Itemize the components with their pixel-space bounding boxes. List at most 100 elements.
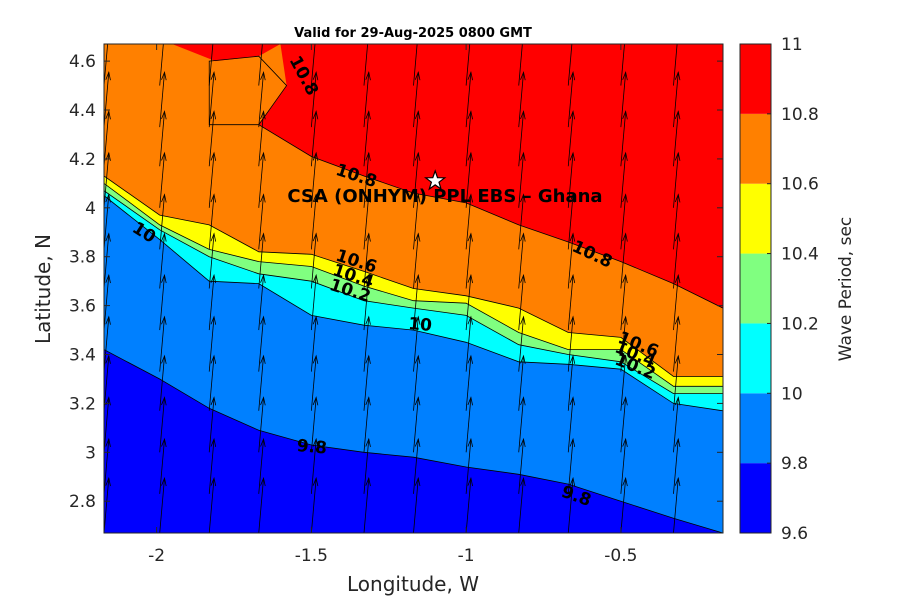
contour-line-10.8-island — [208, 55, 288, 126]
y-tick-label: 3.4 — [69, 346, 96, 366]
wave-arrow — [620, 44, 625, 86]
wave-arrow — [673, 476, 681, 533]
wave-arrow — [413, 437, 421, 494]
wave-arrow — [258, 354, 266, 411]
wave-arrow — [363, 232, 371, 289]
wave-arrow — [363, 193, 371, 250]
wave-arrow — [723, 0, 729, 44]
wave-arrow — [208, 476, 217, 533]
wave-arrow — [363, 70, 371, 128]
colorbar-tick-label: 9.6 — [781, 524, 808, 544]
wave-arrow — [567, 315, 576, 372]
wave-arrow — [363, 476, 371, 533]
wave-arrow — [518, 110, 526, 167]
chart-title: Valid for 29-Aug-2025 0800 GMT — [294, 26, 532, 41]
wave-arrow — [722, 203, 723, 208]
wave-arrow — [258, 44, 263, 86]
wave-arrow — [159, 44, 164, 86]
wave-arrow — [567, 151, 576, 208]
band-10.8-11 — [258, 44, 723, 309]
wave-arrow — [104, 273, 111, 331]
wave-arrow — [673, 396, 681, 453]
colorbar-swatch — [740, 323, 771, 394]
colorbar-swatch — [740, 44, 771, 114]
wave-arrow — [722, 80, 723, 86]
wave-arrow — [620, 110, 628, 167]
wave-arrow — [413, 354, 421, 411]
colorbar-swatch — [740, 183, 771, 254]
wave-arrow — [104, 70, 111, 128]
site-marker: CSA (ONHYM) PPL EBS – Ghana — [287, 169, 603, 207]
wave-arrow — [722, 161, 723, 167]
wave-arrow — [159, 437, 167, 494]
wave-arrow — [258, 396, 266, 453]
wave-arrow — [567, 110, 576, 167]
wave-arrow — [258, 151, 266, 208]
wave-arrow — [518, 437, 526, 494]
wave-arrow — [208, 315, 217, 372]
wave-arrow — [673, 354, 681, 411]
wave-arrow — [310, 396, 319, 453]
site-label: CSA (ONHYM) PPL EBS – Ghana — [287, 186, 602, 207]
wave-arrow — [258, 315, 266, 372]
plot-frame — [103, 43, 724, 534]
wave-arrow — [567, 232, 576, 289]
wave-arrow — [673, 44, 674, 45]
wave-arrow — [363, 44, 369, 86]
y-tick-label: 3 — [85, 443, 96, 463]
wave-arrow — [620, 70, 628, 128]
wave-arrow — [518, 151, 526, 208]
wave-arrow — [620, 354, 628, 411]
wave-arrow — [159, 70, 167, 128]
wave-arrow — [722, 528, 723, 533]
wave-arrow — [620, 273, 628, 331]
wave-arrow — [673, 273, 681, 331]
wave-arrow — [159, 110, 167, 167]
wave-arrow — [208, 354, 217, 411]
wave-arrow — [722, 122, 723, 128]
wave-arrow — [673, 232, 681, 289]
wave-arrow — [310, 354, 319, 411]
wave-arrow — [413, 396, 421, 453]
wave-arrow — [208, 193, 217, 250]
wave-arrow — [673, 110, 681, 167]
colorbar-frame — [739, 43, 772, 534]
wave-arrow — [413, 476, 421, 533]
wave-arrow — [620, 232, 628, 289]
x-axis-label: Longitude, W — [347, 572, 479, 596]
wave-arrow — [209, 44, 210, 45]
wave-arrow — [310, 315, 319, 372]
wave-arrow — [310, 437, 319, 494]
y-tick-label: 4 — [85, 199, 96, 219]
site-star-icon — [423, 169, 447, 191]
wave-arrow — [208, 396, 217, 453]
wave-arrow — [104, 315, 111, 372]
wave-arrow — [159, 354, 167, 411]
y-tick-label: 4.6 — [69, 52, 96, 72]
wave-arrow — [363, 151, 371, 208]
wave-arrow — [620, 396, 628, 453]
contour-label: 10 — [407, 314, 432, 336]
y-tick-label: 4.4 — [69, 101, 96, 121]
wave-arrow — [208, 437, 217, 494]
wave-arrow — [620, 151, 628, 208]
wave-arrow — [518, 476, 526, 533]
wave-arrow — [258, 70, 266, 128]
wave-arrow — [567, 437, 576, 494]
wave-arrow — [465, 437, 473, 494]
wave-arrow — [567, 396, 576, 453]
wave-arrow — [159, 476, 167, 533]
wave-arrow — [413, 273, 421, 331]
wave-arrow — [465, 110, 473, 167]
wave-arrow — [310, 273, 319, 331]
wave-arrow — [722, 325, 723, 331]
wave-arrow — [722, 406, 723, 411]
colorbar-tick-label: 10.2 — [781, 314, 819, 334]
wave-arrow — [673, 44, 678, 86]
wave-arrow — [413, 44, 418, 86]
wave-arrow — [518, 193, 526, 250]
wave-arrow — [673, 315, 681, 372]
wave-arrow — [208, 70, 217, 128]
wave-arrow — [518, 44, 523, 86]
